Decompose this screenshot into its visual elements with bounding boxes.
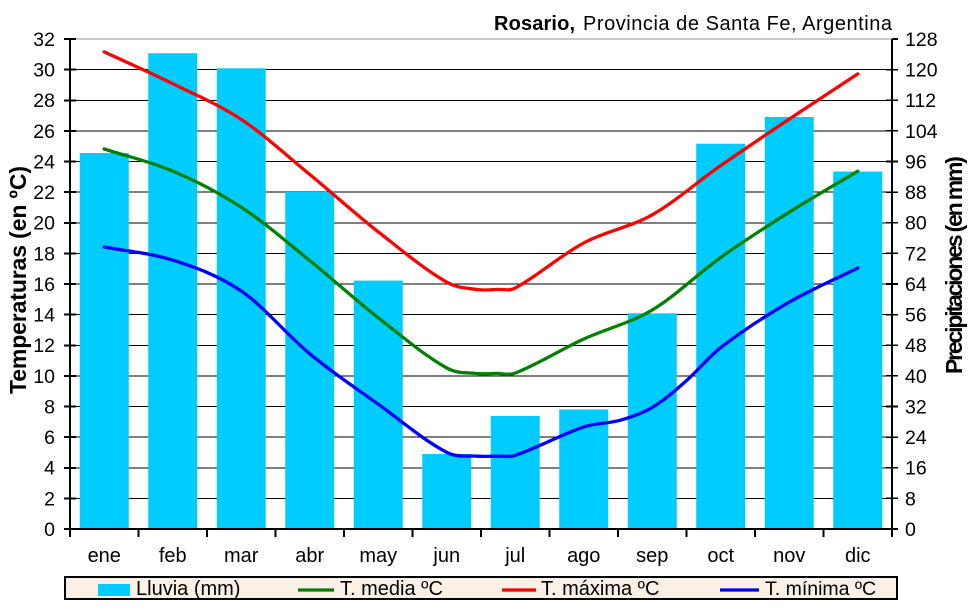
svg-text:T. media ºC: T. media ºC [340,578,443,600]
svg-text:jun: jun [432,545,460,567]
svg-text:128: 128 [905,29,938,51]
svg-text:may: may [359,545,397,567]
svg-text:30: 30 [33,60,55,82]
svg-text:32: 32 [905,396,927,418]
svg-text:22: 22 [33,182,55,204]
svg-text:48: 48 [905,335,927,357]
svg-text:64: 64 [905,274,927,296]
svg-text:88: 88 [905,182,927,204]
svg-text:mar: mar [224,545,259,567]
svg-text:T. mínima ºC: T. mínima ºC [765,578,876,600]
svg-text:2: 2 [44,488,55,510]
svg-text:feb: feb [159,545,187,567]
svg-text:16: 16 [33,274,55,296]
svg-text:T. máxima ºC: T. máxima ºC [541,578,659,600]
svg-text:ago: ago [567,545,600,567]
svg-text:26: 26 [33,121,55,143]
svg-text:Precipitaciones (en mm): Precipitaciones (en mm) [941,156,967,374]
svg-text:80: 80 [905,213,927,235]
svg-text:72: 72 [905,243,927,265]
svg-text:20: 20 [33,213,55,235]
svg-text:12: 12 [33,335,55,357]
svg-text:0: 0 [905,519,916,541]
svg-text:Temperaturas (en ºC): Temperaturas (en ºC) [5,166,31,394]
svg-text:104: 104 [905,121,938,143]
svg-text:ene: ene [88,545,121,567]
svg-text:4: 4 [44,458,55,480]
svg-text:6: 6 [44,427,55,449]
svg-text:28: 28 [33,90,55,112]
svg-text:112: 112 [905,90,936,112]
svg-text:14: 14 [33,305,55,327]
svg-text:56: 56 [905,305,927,327]
svg-text:jul: jul [504,545,525,567]
svg-text:Lluvia (mm): Lluvia (mm) [136,578,240,600]
svg-text:24: 24 [905,427,927,449]
svg-text:32: 32 [33,29,55,51]
svg-text:120: 120 [905,60,938,82]
svg-text:abr: abr [295,545,324,567]
svg-text:oct: oct [707,545,734,567]
svg-text:96: 96 [905,151,927,173]
svg-text:dic: dic [845,545,871,567]
svg-text:18: 18 [33,243,55,265]
svg-text:16: 16 [905,458,927,480]
svg-text:40: 40 [905,366,927,388]
svg-text:sep: sep [636,545,668,567]
svg-text:8: 8 [44,396,55,418]
svg-text:24: 24 [33,151,55,173]
svg-text:10: 10 [33,366,55,388]
svg-text:Rosario,: Rosario, [494,13,575,35]
svg-text:nov: nov [773,545,805,567]
svg-text:8: 8 [905,488,916,510]
svg-text:Provincia de Santa Fe, Argenti: Provincia de Santa Fe, Argentina [583,13,893,35]
svg-text:0: 0 [44,519,55,541]
